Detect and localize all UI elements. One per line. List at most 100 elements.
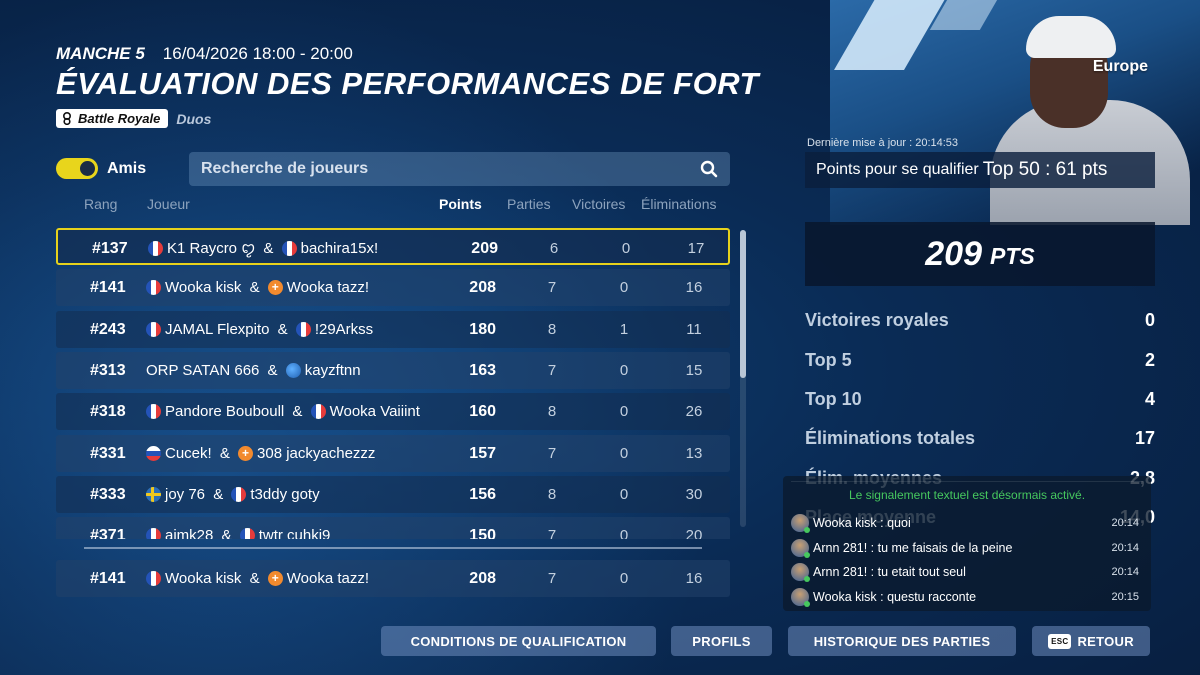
row-points: 208 [469,279,496,297]
player-name[interactable]: aimk28 [165,527,214,539]
qualify-label: Points pour se qualifier [816,161,979,178]
avatar-icon [791,538,810,558]
stat-label: Éliminations totales [805,428,976,448]
row-points: 157 [469,444,496,462]
crossplay-icon: + [267,280,283,296]
player-name[interactable]: JAMAL Flexpito [165,320,270,338]
match-history-button[interactable]: HISTORIQUE DES PARTIES [788,626,1016,656]
player-name[interactable]: Wooka kisk [165,570,242,587]
toggle-switch[interactable] [56,158,98,179]
leaderboard-list[interactable]: #137 K1 Raycro ꨄ︎ & bachira15x! 209 6 0 17 #14… [56,228,732,539]
total-points-box: 209 PTS [805,222,1155,286]
leaderboard-row-selected[interactable]: #137 K1 Raycro ꨄ︎ & bachira15x! 209 6 0 17 [56,228,730,265]
leaderboard-row[interactable]: #371 aimk28 & twtr cuhki9 150 7 0 20 [56,517,730,539]
chat-text: Wooka kisk : quoi [813,516,911,530]
player-name[interactable]: Wooka tazz! [286,570,370,587]
stat-label: Top 5 [805,350,852,370]
row-elims: 11 [686,320,702,338]
scrollbar-track[interactable] [740,230,746,527]
back-button[interactable]: ESC RETOUR [1032,626,1150,656]
row-matches: 6 [549,240,559,257]
character-hair [1026,16,1116,58]
row-points: 156 [469,485,496,503]
friends-toggle[interactable]: Amis [56,158,146,179]
player-name[interactable]: !29Arkss [314,320,374,338]
team-separator: & [288,403,307,421]
search-icon[interactable] [700,160,718,178]
row-rank: #313 [90,361,126,379]
row-elims: 17 [687,240,705,257]
avatar-icon [791,587,810,607]
player-name[interactable]: Wooka tazz! [286,279,370,297]
stat-label: Top 10 [805,389,862,409]
player-name[interactable]: 308 jackyachezzz [257,444,376,462]
column-elims[interactable]: Éliminations [641,196,717,212]
row-points: 209 [471,240,498,257]
player-name[interactable]: ORP SATAN 666 [146,361,260,379]
flag-fr-icon [310,404,326,420]
chat-time: 20:15 [1111,590,1139,603]
row-rank: #243 [90,320,126,338]
mode-badge: Battle Royale [56,109,169,128]
row-wins: 1 [619,320,629,338]
player-name[interactable]: bachira15x! [300,240,379,257]
leaderboard-row[interactable]: #333 joy 76 & t3ddy goty 156 8 0 30 [56,475,730,513]
mode-row: Battle Royale Duos [56,109,211,128]
profiles-button[interactable]: PROFILS [671,626,772,656]
crossplay-icon: + [267,571,283,586]
team-separator: & [217,527,236,539]
player-name[interactable]: twtr cuhki9 [258,527,331,539]
player-name[interactable]: K1 Raycro ꨄ︎ [167,240,256,257]
player-name[interactable]: Wooka Vaiiint [329,403,420,421]
scrollbar-thumb[interactable] [740,230,746,378]
row-matches: 7 [547,444,557,462]
back-label: RETOUR [1077,633,1134,649]
column-wins[interactable]: Victoires [572,196,626,212]
player-name[interactable]: kayzftnn [304,361,361,379]
player-name[interactable]: t3ddy goty [250,485,320,503]
chat-message: Arnn 281! : tu etait tout seul 20:14 [791,562,1143,582]
row-rank: #333 [90,485,126,503]
row-players: Wooka kisk & + Wooka tazz! [146,560,369,597]
avatar-icon [791,563,810,582]
row-players: joy 76 & t3ddy goty [146,476,320,513]
region-label: Europe [1092,58,1148,75]
player-name[interactable]: Pandore Bouboull [165,403,285,421]
team-separator: & [259,240,278,257]
column-matches[interactable]: Parties [507,196,551,212]
row-elims: 15 [685,361,703,379]
row-wins: 0 [619,279,629,297]
player-name[interactable]: Cucek! [165,444,212,462]
friends-toggle-label: Amis [107,159,147,177]
row-wins: 0 [619,485,629,503]
search-placeholder: Recherche de joueurs [201,160,369,177]
column-rank[interactable]: Rang [84,196,118,212]
leaderboard-row[interactable]: #141 Wooka kisk & + Wooka tazz! 208 7 0 16 [56,269,730,307]
flag-fr-icon [281,241,297,256]
stat-label: Victoires royales [805,310,949,330]
page-title: ÉVALUATION DES PERFORMANCES DE FORT [56,66,759,101]
leaderboard-row[interactable]: #313 ORP SATAN 666 & kayzftnn 163 7 0 15 [56,351,730,389]
row-matches: 8 [547,403,557,421]
column-points[interactable]: Points [439,196,482,212]
player-name[interactable]: Wooka kisk [165,279,242,297]
column-player[interactable]: Joueur [147,196,190,212]
player-search-input[interactable]: Recherche de joueurs [189,152,730,186]
leaderboard-row[interactable]: #318 Pandore Bouboull & Wooka Vaiiint 160 8… [56,393,730,431]
flag-fr-icon [146,404,161,420]
qualification-conditions-button[interactable]: CONDITIONS DE QUALIFICATION [381,626,656,656]
toggle-knob [80,161,95,176]
player-name[interactable]: joy 76 [165,485,206,503]
stat-row: Éliminations totales 17 [805,428,1155,454]
chat-text: Wooka kisk : questu racconte [813,589,977,604]
team-separator: & [215,444,235,462]
leaderboard-row[interactable]: #243 JAMAL Flexpito & !29Arkss 180 8 1 11 [56,310,730,348]
row-elims: 26 [685,403,703,421]
leaderboard-row[interactable]: #331 Cucek! & +308 jackyachezzz 157 7 0 13 [56,434,730,472]
esc-key-icon: ESC [1048,633,1072,649]
divider [84,547,702,549]
my-team-row[interactable]: #141 Wooka kisk & + Wooka tazz! 208 7 0 16 [56,560,730,597]
row-points: 150 [469,527,496,539]
chat-time: 20:14 [1111,541,1139,554]
row-wins: 0 [619,570,629,587]
